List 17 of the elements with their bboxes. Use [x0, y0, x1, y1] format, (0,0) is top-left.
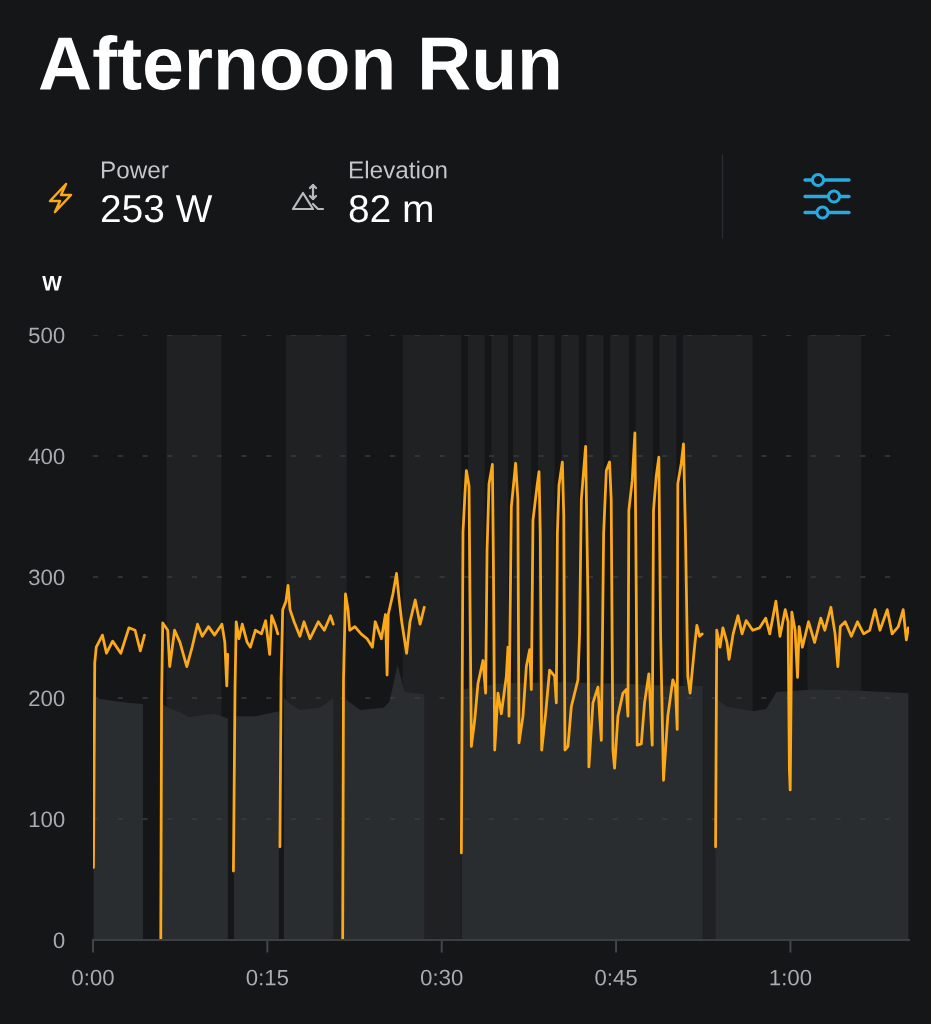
y-axis-title: W — [42, 276, 62, 291]
x-tick-label: 0:30 — [420, 969, 463, 986]
y-tick-label: 0 — [53, 932, 65, 949]
x-tick-label: 0:45 — [595, 969, 637, 986]
x-tick-label: 1:00 — [770, 969, 812, 986]
text: Power — [101, 161, 169, 179]
text: 82 m — [349, 194, 432, 223]
text: Elevation — [349, 160, 447, 179]
y-tick-label: 400 — [28, 448, 65, 465]
y-tick-label: 300 — [29, 569, 65, 586]
x-tick-label: 0:00 — [72, 969, 114, 986]
y-tick-label: 200 — [29, 690, 65, 707]
y-tick-label: 500 — [29, 327, 65, 344]
chart-title: Afternoon Run — [39, 35, 559, 91]
y-tick-label: 100 — [29, 811, 65, 828]
text: 253 W — [101, 194, 213, 223]
x-tick-label: 0:15 — [246, 969, 289, 986]
